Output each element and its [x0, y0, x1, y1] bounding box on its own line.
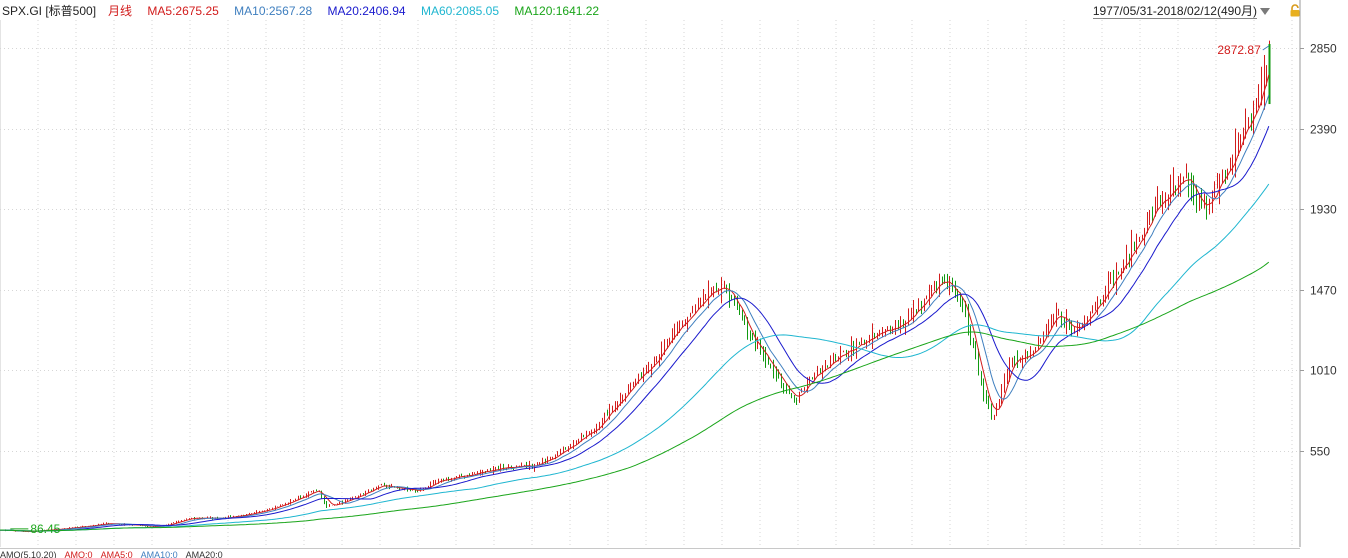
ma60-label: MA60:2085.05 [420, 4, 500, 18]
ma10-line [0, 94, 1270, 532]
ma60-line [0, 183, 1270, 532]
ma120-label: MA120:1641.22 [514, 4, 600, 18]
y-tick-label: 2390 [1310, 123, 1337, 137]
ma20-line [0, 126, 1270, 532]
low-price-label: 86.45 [30, 522, 60, 536]
ama20-value: AMA20:0 [185, 550, 223, 558]
date-range-text[interactable]: 1977/05/31-2018/02/12(490月) [1092, 4, 1257, 19]
period-label: 月线 [108, 4, 133, 18]
y-tick-label: 1930 [1310, 203, 1337, 217]
ma20-label: MA20:2406.94 [327, 4, 406, 18]
lock-icon[interactable] [1290, 4, 1300, 17]
y-tick-label: 550 [1310, 445, 1330, 459]
symbol-label: SPX.GI [标普500] [2, 4, 97, 18]
amo-value: AMO:0 [64, 550, 93, 558]
chart-legend: SPX.GI [标普500] 月线 MA5:2675.25 MA10:2567.2… [2, 2, 611, 20]
y-tick-label: 1010 [1310, 364, 1337, 378]
ama5-value: AMA5:0 [100, 550, 133, 558]
high-price-pointer [1262, 45, 1270, 51]
ma10-label: MA10:2567.28 [234, 4, 313, 18]
y-tick-label: 1470 [1310, 284, 1337, 298]
y-tick-label: 2850 [1310, 42, 1337, 56]
dropdown-triangle-icon[interactable] [1260, 8, 1270, 16]
high-price-label: 2872.87 [1217, 43, 1261, 57]
amo-title: AMO(5,10,20) [0, 550, 57, 558]
indicator-panel: AMO(5,10,20) AMO:0 AMA5:0 AMA10:0 AMA20:… [0, 548, 1300, 558]
ma120-line [0, 261, 1270, 532]
date-range-selector[interactable]: 1977/05/31-2018/02/12(490月) [1092, 2, 1270, 20]
ma5-line [0, 74, 1270, 532]
ama10-value: AMA10:0 [140, 550, 178, 558]
ma5-label: MA5:2675.25 [147, 4, 219, 18]
